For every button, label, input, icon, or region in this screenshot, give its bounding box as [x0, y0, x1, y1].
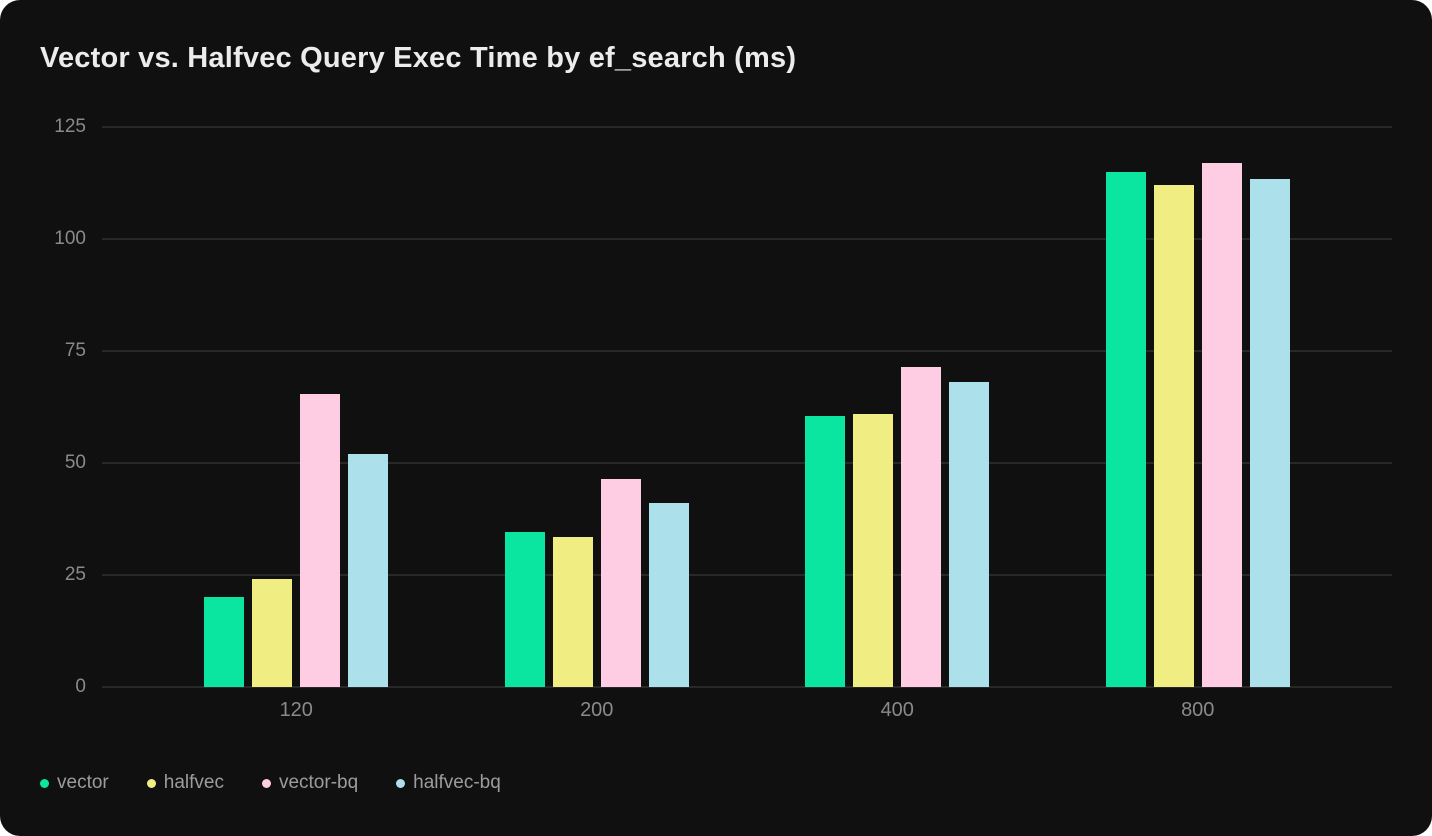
- bar-halfvec-bq-200: [648, 503, 689, 687]
- bar-halfvec-bq-800: [1249, 178, 1290, 687]
- bar-vector-200: [504, 532, 545, 687]
- bar-vector-400: [805, 415, 846, 687]
- bar-halfvec-200: [552, 536, 593, 687]
- legend-label: halfvec-bq: [413, 772, 501, 793]
- y-axis-tick-label: 50: [64, 452, 86, 473]
- x-axis-tick-label: 120: [279, 699, 313, 721]
- y-axis-tick-label: 125: [54, 116, 86, 137]
- bar-halfvec-bq-120: [348, 454, 389, 687]
- bar-vector-120: [204, 597, 245, 687]
- legend-label: vector: [57, 772, 109, 793]
- bar-halfvec-800: [1153, 185, 1194, 687]
- chart-title: Vector vs. Halfvec Query Exec Time by ef…: [40, 42, 797, 74]
- gridline: [102, 238, 1392, 240]
- bar-group-120: [146, 127, 447, 687]
- bar-group-200: [447, 127, 748, 687]
- y-axis-tick-label: 25: [64, 564, 86, 585]
- gridline: [102, 462, 1392, 464]
- legend-label: vector-bq: [278, 772, 359, 793]
- bar-vector-800: [1105, 171, 1146, 687]
- bar-halfvec-120: [252, 579, 293, 687]
- bar-vector-bq-120: [300, 393, 341, 687]
- bar-vector-bq-200: [600, 478, 641, 687]
- legend-item-vector-bq: vector-bq: [261, 772, 359, 794]
- legend: vector halfvec vector-bq halfvec-bq: [40, 772, 501, 794]
- bar-halfvec-400: [853, 413, 894, 687]
- legend-item-halfvec: halfvec: [146, 772, 224, 794]
- legend-dot-icon: [146, 778, 156, 788]
- x-axis-tick-label: 200: [580, 699, 614, 721]
- legend-label: halfvec: [163, 772, 224, 793]
- bar-vector-bq-800: [1201, 162, 1242, 687]
- gridline: [102, 126, 1392, 128]
- bar-vector-bq-400: [901, 366, 942, 687]
- x-axis-tick-label: 400: [880, 699, 914, 721]
- bar-group-400: [747, 127, 1048, 687]
- legend-item-vector: vector: [40, 772, 109, 794]
- legend-dot-icon: [261, 778, 271, 788]
- legend-item-halfvec-bq: halfvec-bq: [396, 772, 501, 794]
- bar-group-800: [1048, 127, 1349, 687]
- bar-halfvec-bq-400: [949, 382, 990, 687]
- gridline: [102, 574, 1392, 576]
- bars-area: [102, 127, 1392, 687]
- legend-dot-icon: [396, 778, 406, 788]
- y-axis-tick-label: 100: [54, 228, 86, 249]
- legend-dot-icon: [40, 778, 49, 788]
- gridline: [102, 686, 1392, 688]
- x-axis: 120 200 400 800: [102, 699, 1392, 722]
- gridline: [102, 350, 1392, 352]
- y-axis-tick-label: 0: [75, 676, 86, 697]
- y-axis-tick-label: 75: [64, 340, 86, 361]
- x-axis-tick-label: 800: [1181, 699, 1215, 721]
